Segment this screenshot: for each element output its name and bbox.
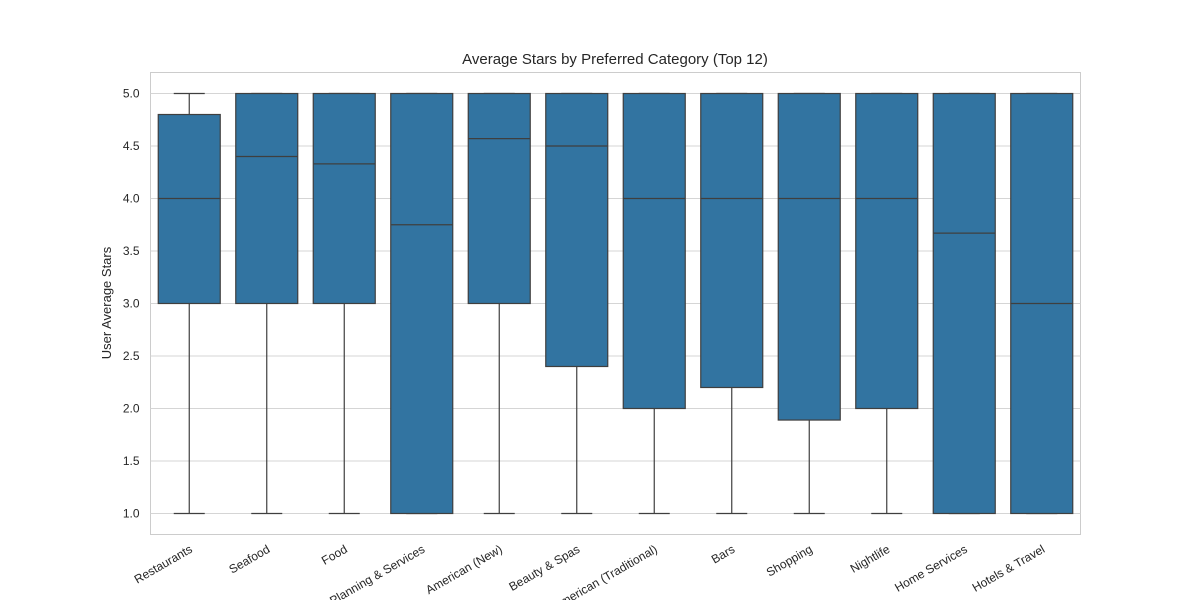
y-tick-label: 4.5 <box>123 139 140 153</box>
box-1 <box>157 92 221 515</box>
box-10 <box>855 92 919 515</box>
iqr-box <box>390 92 454 515</box>
y-tick-label: 2.0 <box>123 402 140 416</box>
y-tick-label: 3.0 <box>123 297 140 311</box>
box-2 <box>235 92 299 515</box>
x-tick-label: Bars <box>709 542 737 566</box>
box-9 <box>777 92 841 515</box>
x-tick-label: Restaurants <box>132 542 195 586</box>
iqr-box <box>545 92 609 368</box>
box-3 <box>312 92 376 515</box>
box-6 <box>545 92 609 515</box>
chart-title: Average Stars by Preferred Category (Top… <box>462 51 768 68</box>
iqr-box <box>157 113 221 305</box>
box-5 <box>467 92 531 515</box>
box-7 <box>622 92 686 515</box>
iqr-box <box>777 92 841 421</box>
x-tick-label: Shopping <box>764 542 815 579</box>
y-axis-label: User Average Stars <box>99 246 114 359</box>
y-tick-label: 4.0 <box>123 192 140 206</box>
iqr-box <box>855 92 919 410</box>
x-tick-label: Hotels & Travel <box>970 542 1047 595</box>
box-series <box>157 92 1074 515</box>
iqr-box <box>312 92 376 305</box>
y-axis-ticks: 1.0 1.5 2.0 2.5 3.0 3.5 4.0 4.5 5.0 <box>123 87 140 521</box>
x-tick-label: Event Planning & Services <box>298 542 427 600</box>
box-11 <box>932 92 996 515</box>
x-tick-label: American (New) <box>423 542 504 597</box>
y-tick-label: 1.5 <box>123 454 140 468</box>
iqr-box <box>622 92 686 410</box>
y-tick-label: 2.5 <box>123 349 140 363</box>
iqr-box <box>467 92 531 305</box>
y-tick-label: 1.0 <box>123 507 140 521</box>
box-8 <box>700 92 764 515</box>
grid-lines <box>150 93 1081 514</box>
box-4 <box>390 92 454 515</box>
iqr-box <box>235 92 299 305</box>
x-tick-label: Nightlife <box>848 542 893 576</box>
x-tick-label: Food <box>319 542 350 568</box>
iqr-box <box>700 92 764 389</box>
x-tick-label: Beauty & Spas <box>506 542 582 594</box>
y-tick-label: 5.0 <box>123 87 140 101</box>
x-tick-label: Seafood <box>227 542 273 576</box>
box-12 <box>1010 92 1074 515</box>
x-tick-label: Home Services <box>892 542 969 595</box>
iqr-box <box>932 92 996 515</box>
y-tick-label: 3.5 <box>123 244 140 258</box>
